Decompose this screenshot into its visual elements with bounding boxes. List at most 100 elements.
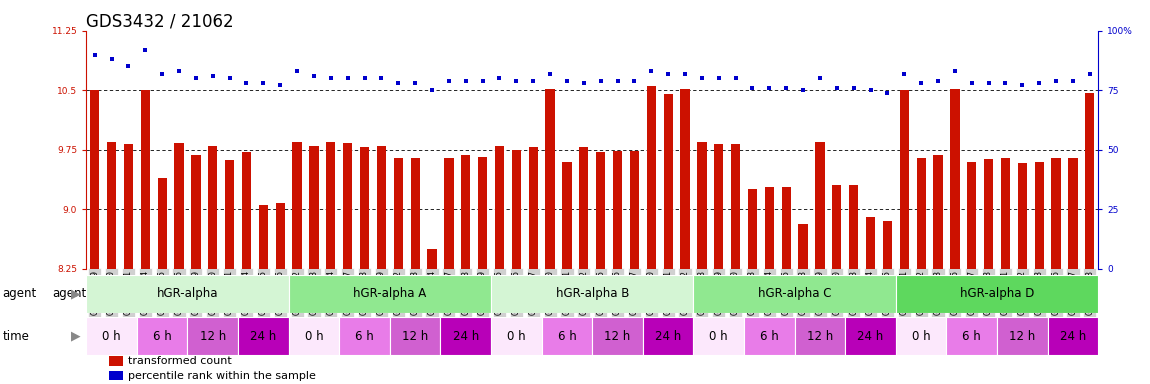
Bar xyxy=(140,90,150,269)
Bar xyxy=(934,155,943,269)
Bar xyxy=(377,146,386,269)
Point xyxy=(457,78,475,84)
Point xyxy=(879,89,897,96)
Bar xyxy=(208,146,217,269)
Bar xyxy=(866,217,875,269)
Point xyxy=(120,63,138,70)
Bar xyxy=(292,142,301,269)
Point xyxy=(153,71,171,77)
Text: GDS3432 / 21062: GDS3432 / 21062 xyxy=(86,13,233,31)
Text: 24 h: 24 h xyxy=(858,329,883,343)
Point xyxy=(591,78,610,84)
Text: percentile rank within the sample: percentile rank within the sample xyxy=(128,371,315,381)
Point xyxy=(793,87,812,93)
Bar xyxy=(899,90,909,269)
Point xyxy=(355,75,374,81)
Text: 6 h: 6 h xyxy=(558,329,576,343)
Point xyxy=(136,47,154,53)
Point xyxy=(406,80,424,86)
Bar xyxy=(849,185,858,269)
Bar xyxy=(1035,162,1044,269)
Point xyxy=(743,85,761,91)
Bar xyxy=(259,205,268,269)
Point xyxy=(608,78,627,84)
Point xyxy=(186,75,205,81)
Bar xyxy=(1068,158,1078,269)
Point xyxy=(389,80,407,86)
Bar xyxy=(946,317,997,355)
Point xyxy=(507,78,526,84)
Text: 12 h: 12 h xyxy=(402,329,428,343)
Bar xyxy=(714,144,723,269)
Bar xyxy=(390,317,440,355)
Text: hGR-alpha A: hGR-alpha A xyxy=(353,287,427,300)
Text: 24 h: 24 h xyxy=(656,329,681,343)
Point xyxy=(659,71,677,77)
Bar xyxy=(107,142,116,269)
Bar xyxy=(158,177,167,269)
Bar xyxy=(191,155,200,269)
Bar xyxy=(681,89,690,269)
Point xyxy=(221,75,239,81)
Text: 12 h: 12 h xyxy=(807,329,833,343)
Point xyxy=(760,85,779,91)
Bar xyxy=(86,275,289,313)
Text: 6 h: 6 h xyxy=(355,329,374,343)
Bar xyxy=(950,89,959,269)
Point xyxy=(524,78,543,84)
Text: 12 h: 12 h xyxy=(200,329,225,343)
Bar xyxy=(393,158,402,269)
Bar xyxy=(1018,163,1027,269)
Point xyxy=(895,71,913,77)
Bar xyxy=(124,144,133,269)
Text: 6 h: 6 h xyxy=(760,329,779,343)
Point xyxy=(811,75,829,81)
Bar xyxy=(997,317,1048,355)
Bar xyxy=(833,185,842,269)
Bar xyxy=(613,151,622,269)
Bar xyxy=(984,159,994,269)
Bar xyxy=(596,152,605,269)
Text: 24 h: 24 h xyxy=(251,329,276,343)
Point xyxy=(237,80,255,86)
Text: 12 h: 12 h xyxy=(1010,329,1035,343)
Bar xyxy=(339,317,390,355)
Point xyxy=(85,51,104,58)
Bar xyxy=(276,203,285,269)
Bar xyxy=(225,160,235,269)
Point xyxy=(204,73,222,79)
Bar xyxy=(697,142,706,269)
Bar xyxy=(592,317,643,355)
Bar xyxy=(343,143,352,269)
Text: 0 h: 0 h xyxy=(305,329,323,343)
Point xyxy=(1046,78,1065,84)
Bar xyxy=(542,317,592,355)
Point xyxy=(1013,83,1032,89)
Point xyxy=(912,80,930,86)
Text: transformed count: transformed count xyxy=(128,356,231,366)
Point xyxy=(322,75,340,81)
Text: hGR-alpha B: hGR-alpha B xyxy=(555,287,629,300)
Point xyxy=(288,68,306,74)
Bar xyxy=(86,317,137,355)
Point xyxy=(271,83,290,89)
Text: agent: agent xyxy=(52,287,86,300)
Point xyxy=(945,68,964,74)
Bar xyxy=(795,317,845,355)
Point xyxy=(929,78,948,84)
Point xyxy=(474,78,492,84)
Bar xyxy=(137,317,187,355)
Bar xyxy=(175,143,184,269)
Point xyxy=(254,80,273,86)
Point xyxy=(963,80,981,86)
Point xyxy=(642,68,660,74)
Bar xyxy=(630,151,639,269)
Point xyxy=(373,75,391,81)
Bar xyxy=(967,162,976,269)
Point xyxy=(102,56,121,62)
Text: 0 h: 0 h xyxy=(102,329,121,343)
Bar xyxy=(461,155,470,269)
Bar xyxy=(896,275,1098,313)
Bar xyxy=(883,221,892,269)
Bar xyxy=(309,146,319,269)
